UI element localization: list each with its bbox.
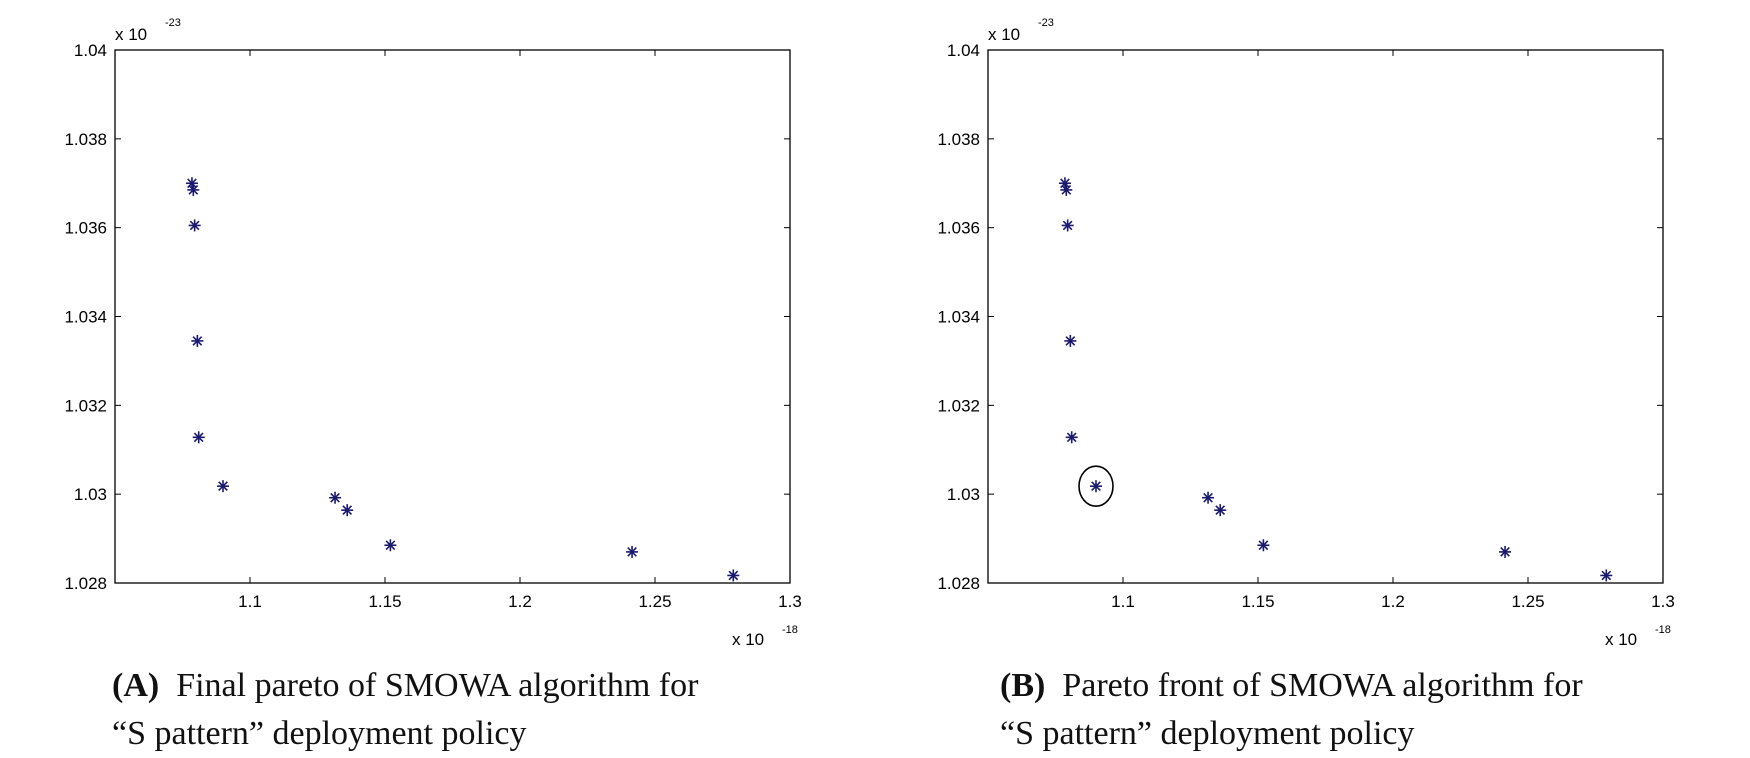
- y-tick-label-a: 1.036: [64, 219, 107, 238]
- data-point-b: [1202, 491, 1215, 504]
- data-point-b: [1064, 334, 1077, 347]
- x-tick-label-a: 1.1: [238, 592, 262, 611]
- x-tick-label-b: 1.15: [1241, 592, 1274, 611]
- chart-panel-a: 1.1 1.15 1.2 1.25 1.3 1.028 1.03 1.032 1.034 1.03…: [64, 17, 801, 649]
- caption-a-line-2: “S pattern” deployment policy: [112, 715, 527, 752]
- data-point-a: [191, 334, 204, 347]
- x-tick-label-b: 1.3: [1651, 592, 1675, 611]
- data-point-a: [626, 545, 639, 558]
- data-point-a: [727, 569, 740, 582]
- y-tick-label-a: 1.04: [74, 41, 107, 60]
- caption-b-line-2: “S pattern” deployment policy: [1000, 715, 1415, 752]
- data-point-b: [1600, 569, 1613, 582]
- y-multiplier-a: x 10: [115, 25, 147, 44]
- data-point-a: [329, 491, 342, 504]
- caption-b: (B) Pareto front of SMOWA algorithm for …: [1000, 662, 1583, 758]
- x-tick-label-a: 1.25: [638, 592, 671, 611]
- data-point-b: [1499, 545, 1512, 558]
- caption-b-line-1: (B) Pareto front of SMOWA algorithm for: [1000, 662, 1583, 710]
- x-tick-label-b: 1.2: [1381, 592, 1405, 611]
- caption-b-text: Pareto front of SMOWA algorithm for: [1062, 667, 1583, 704]
- x-multiplier-b: x 10: [1605, 630, 1637, 649]
- data-point-a: [188, 219, 201, 232]
- y-tick-label-a: 1.038: [64, 130, 107, 149]
- x-exponent-a: -18: [782, 624, 798, 636]
- y-tick-label-a: 1.028: [64, 574, 107, 593]
- y-multiplier-b: x 10: [988, 25, 1020, 44]
- y-tick-label-b: 1.038: [937, 130, 980, 149]
- data-point-a: [192, 431, 205, 444]
- data-point-a: [217, 480, 229, 493]
- x-multiplier-a: x 10: [732, 630, 764, 649]
- x-tick-label-a: 1.15: [368, 592, 401, 611]
- data-point-b: [1257, 539, 1270, 552]
- y-tick-label-b: 1.04: [947, 41, 980, 60]
- y-tick-label-b: 1.03: [947, 485, 980, 504]
- y-tick-label-b: 1.032: [937, 396, 980, 415]
- caption-b-tag: (B): [1000, 667, 1046, 704]
- chart-panel-b: 1.1 1.15 1.2 1.25 1.3 1.028 1.03 1.032 1.034 1.03…: [937, 17, 1674, 649]
- data-point-a: [187, 183, 200, 196]
- x-exponent-b: -18: [1655, 624, 1671, 636]
- y-tick-label-a: 1.034: [64, 308, 107, 327]
- y-tick-label-a: 1.03: [74, 485, 107, 504]
- caption-a-tag: (A): [112, 667, 160, 704]
- x-tick-label-a: 1.3: [778, 592, 802, 611]
- data-point-b: [1214, 504, 1227, 517]
- plot-frame-a: [114, 49, 791, 584]
- plot-frame-b: [987, 49, 1664, 584]
- data-point-b: [1060, 183, 1073, 196]
- caption-a: (A) Final pareto of SMOWA algorithm for …: [112, 662, 698, 758]
- y-tick-label-b: 1.034: [937, 308, 980, 327]
- data-point-b: [1090, 480, 1102, 493]
- data-point-b: [1061, 219, 1074, 232]
- caption-a-line-1: (A) Final pareto of SMOWA algorithm for: [112, 662, 698, 710]
- x-tick-label-b: 1.1: [1111, 592, 1135, 611]
- highlight-circle-b: [1078, 465, 1114, 507]
- data-point-b: [1065, 431, 1078, 444]
- y-exponent-a: -23: [165, 17, 181, 29]
- data-point-a: [341, 504, 354, 517]
- x-tick-label-a: 1.2: [508, 592, 532, 611]
- y-exponent-b: -23: [1038, 17, 1054, 29]
- y-tick-label-b: 1.036: [937, 219, 980, 238]
- caption-a-text: Final pareto of SMOWA algorithm for: [176, 667, 699, 704]
- x-tick-label-b: 1.25: [1511, 592, 1544, 611]
- y-tick-label-a: 1.032: [64, 396, 107, 415]
- y-tick-label-b: 1.028: [937, 574, 980, 593]
- data-point-a: [384, 539, 397, 552]
